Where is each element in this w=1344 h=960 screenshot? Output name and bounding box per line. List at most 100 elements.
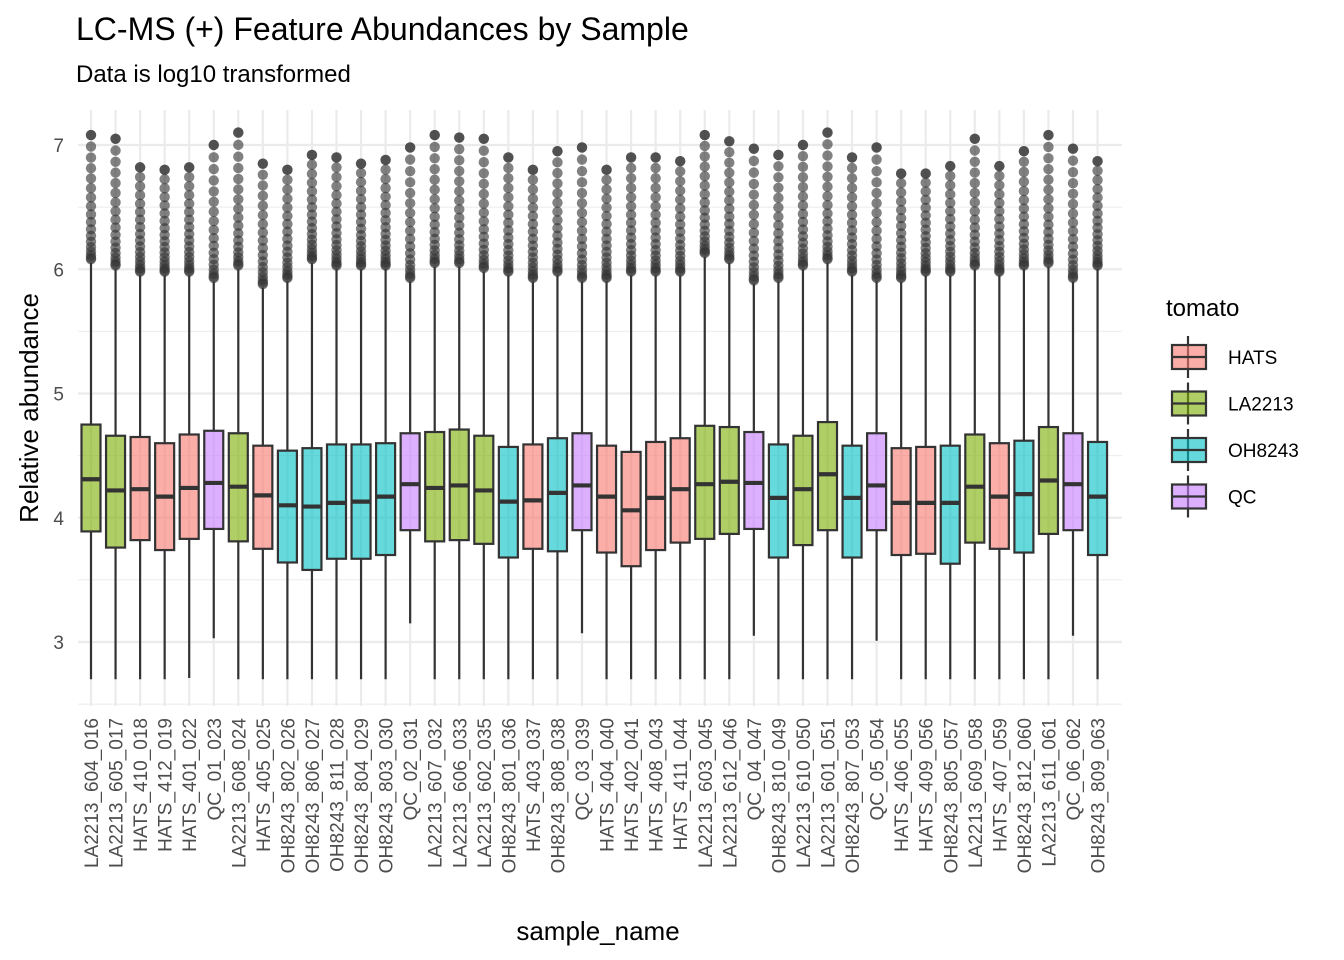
outlier-point (650, 217, 661, 229)
outlier-point (110, 133, 121, 144)
outlier-point (650, 192, 661, 203)
outlier-point (429, 203, 440, 214)
outlier-point (159, 191, 170, 203)
outlier-point (724, 186, 735, 197)
outlier-point (969, 133, 980, 144)
outlier-point (552, 230, 563, 241)
outlier-point (208, 186, 219, 197)
outlier-point (282, 202, 293, 213)
outlier-point (85, 163, 97, 174)
outlier-point (969, 156, 980, 167)
outlier-point (478, 178, 489, 190)
outlier-point (601, 184, 612, 195)
outlier-point (355, 216, 367, 228)
x-tick-label: LA2213_605_017 (107, 718, 128, 868)
outlier-point (846, 172, 858, 184)
outlier-point (724, 177, 735, 188)
outlier-point (233, 139, 244, 151)
box-QC_05_054 (865, 142, 888, 641)
outlier-point (945, 213, 956, 225)
y-tick-label: 4 (53, 509, 64, 530)
outlier-point (1043, 226, 1054, 238)
outlier-point (871, 187, 882, 199)
outlier-point (454, 143, 465, 155)
outlier-point (920, 177, 931, 188)
outlier-point (233, 212, 244, 223)
x-tick-label: HATS_412_019 (156, 718, 177, 852)
outlier-point (1067, 217, 1079, 228)
outlier-point (994, 213, 1005, 225)
outlier-point (503, 192, 514, 203)
outlier-point (748, 178, 760, 190)
outlier-point (159, 174, 170, 185)
outlier-point (85, 129, 97, 141)
outlier-point (184, 206, 195, 218)
outlier-point (748, 227, 760, 239)
outlier-point (871, 198, 882, 209)
box-OH8243_804_029 (350, 158, 372, 680)
box-HATS_403_037 (522, 164, 544, 680)
outlier-point (945, 197, 956, 209)
box-LA2213_612_046 (718, 136, 740, 680)
outlier-point (1043, 141, 1054, 153)
outlier-point (429, 141, 440, 153)
legend-items: HATS LA2213 OH8243 QC (1170, 336, 1299, 518)
outlier-point (650, 209, 661, 220)
box-LA2213_603_045 (694, 129, 716, 680)
outlier-point (134, 162, 146, 173)
outlier-point (895, 220, 907, 232)
x-tick-label: HATS_402_041 (622, 718, 643, 852)
outlier-point (994, 170, 1005, 182)
x-tick-label: LA2213_612_046 (720, 718, 741, 868)
outlier-point (257, 227, 269, 238)
outlier-point (184, 198, 195, 209)
outlier-point (331, 206, 342, 217)
y-tick-label: 3 (53, 633, 64, 654)
outlier-point (797, 161, 809, 173)
outlier-point (331, 152, 342, 163)
outlier-point (699, 197, 710, 208)
outlier-point (85, 141, 97, 152)
x-tick-label: OH8243_804_029 (352, 718, 373, 873)
outlier-point (601, 164, 612, 176)
outlier-point (184, 221, 195, 233)
outlier-point (404, 177, 416, 188)
outlier-point (404, 233, 416, 245)
outlier-point (625, 225, 637, 236)
outlier-point (895, 168, 907, 179)
outlier-point (404, 216, 416, 228)
legend-label: QC (1228, 488, 1257, 509)
outlier-point (871, 225, 882, 236)
outlier-point (454, 185, 465, 197)
x-tick-label: LA2213_603_045 (696, 718, 717, 868)
outlier-point (331, 181, 342, 192)
outlier-point (208, 240, 219, 252)
outlier-point (945, 180, 956, 191)
outlier-point (454, 204, 465, 215)
x-tick-label: QC_02_031 (401, 718, 422, 820)
outlier-point (1092, 165, 1103, 177)
legend: tomato HATS LA2213 OH8243 QC (1166, 295, 1299, 518)
outlier-point (650, 201, 661, 212)
outlier-point (699, 129, 710, 141)
outlier-point (601, 193, 612, 204)
outlier-point (306, 186, 318, 197)
outlier-point (625, 162, 637, 174)
outlier-point (994, 189, 1005, 200)
x-tick-label: LA2213_607_032 (426, 718, 447, 868)
outlier-point (208, 196, 219, 208)
outlier-point (208, 206, 219, 217)
outlier-point (282, 218, 293, 230)
box-OH8243_807_053 (841, 152, 863, 680)
outlier-point (527, 174, 539, 186)
outlier-point (822, 190, 833, 202)
outlier-point (208, 224, 219, 236)
outlier-point (257, 200, 269, 211)
outlier-point (675, 219, 686, 230)
outlier-point (1018, 219, 1030, 230)
outlier-point (429, 219, 440, 230)
outlier-point (675, 176, 686, 187)
outlier-point (699, 151, 710, 162)
outlier-point (822, 199, 833, 211)
outlier-point (724, 195, 735, 206)
